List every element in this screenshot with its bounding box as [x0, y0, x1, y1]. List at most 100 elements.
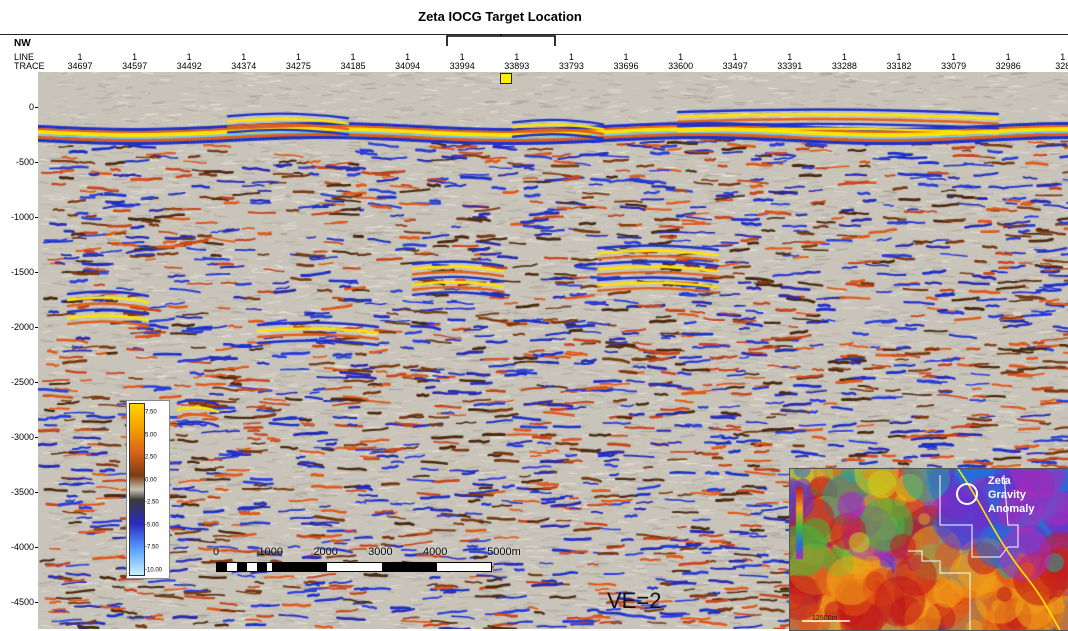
anomaly-label-line3: Anomaly [988, 503, 1035, 515]
trace-number: 34492 [176, 61, 202, 71]
trace-column: 1 33079 [929, 53, 979, 71]
scalebar-label: 4000 [422, 546, 448, 558]
trace-column: 1 33391 [765, 53, 815, 71]
colorbar-label: 7.50 [145, 409, 157, 416]
colorbar-label: -2.50 [145, 499, 159, 506]
depth-tick-label: -3000 [10, 432, 34, 442]
header-divider [0, 34, 1068, 35]
depth-tick-label: -2500 [10, 377, 34, 387]
line-number: 1 [132, 52, 138, 62]
trace-column: 1 33893 [492, 53, 542, 71]
line-number: 1 [77, 52, 83, 62]
gravity-map-canvas [790, 469, 1068, 630]
anomaly-label-line2: Gravity [988, 489, 1026, 501]
amplitude-colorbar: 7.50 5.00 2.50 0.00 -2.50 -5.00 -7.50 -10.00 [126, 400, 170, 579]
distance-scalebar [216, 562, 492, 572]
tenement-boundary-lower [908, 550, 971, 630]
trace-column: 1 34185 [328, 53, 378, 71]
depth-tick [35, 602, 38, 603]
colorbar-label: -7.50 [145, 544, 159, 551]
line-number: 1 [623, 52, 629, 62]
line-number: 1 [841, 52, 847, 62]
trace-number: 34697 [67, 61, 93, 71]
trace-column: 1 328 [1038, 53, 1068, 71]
trace-column: 1 33288 [819, 53, 869, 71]
seismic-line-trace [957, 469, 1061, 630]
line-number: 1 [568, 52, 574, 62]
scalebar-labels: 0 1000 2000 3000 4000 5000m [212, 546, 521, 560]
trace-column: 1 33793 [546, 53, 596, 71]
trace-number: 33696 [613, 61, 639, 71]
target-bracket [446, 34, 556, 46]
inset-overlay [802, 469, 1061, 630]
scalebar-label: 0 [212, 546, 220, 558]
trace-column: 1 33182 [874, 53, 924, 71]
trace-column: 1 34094 [383, 53, 433, 71]
line-number: 1 [186, 52, 192, 62]
scalebar-label: 1000 [258, 546, 284, 558]
trace-column: 1 32986 [983, 53, 1033, 71]
trace-number: 34374 [231, 61, 257, 71]
trace-number: 33793 [558, 61, 584, 71]
direction-label: NW [14, 38, 31, 49]
scalebar-segment [382, 563, 437, 571]
trace-column: 1 34697 [55, 53, 105, 71]
scalebar-segment [237, 563, 247, 571]
trace-number: 33994 [449, 61, 475, 71]
line-number: 1 [405, 52, 411, 62]
depth-tick-label: -4000 [10, 542, 34, 552]
depth-tick [35, 217, 38, 218]
line-number: 1 [350, 52, 356, 62]
depth-tick-label: -1500 [10, 267, 34, 277]
colorbar-label: -10.00 [145, 567, 163, 573]
line-number: 1 [732, 52, 738, 62]
trace-column: 1 33497 [710, 53, 760, 71]
line-number: 1 [241, 52, 247, 62]
colorbar-label: 2.50 [145, 454, 157, 461]
trace-column: 1 34275 [273, 53, 323, 71]
colorbar-label: 5.00 [145, 432, 157, 438]
trace-key-label: TRACE [14, 61, 45, 71]
depth-tick [35, 107, 38, 108]
target-location-marker [500, 73, 512, 84]
anomaly-label-line1: Zeta [988, 475, 1011, 487]
trace-column: 1 34492 [164, 53, 214, 71]
scalebar-label: 2000 [313, 546, 338, 558]
depth-tick-label: -1000 [10, 212, 34, 222]
trace-column: 1 33696 [601, 53, 651, 71]
inset-scale-label: 12500m [812, 615, 838, 622]
trace-column: 1 34597 [110, 53, 160, 71]
line-number: 1 [514, 52, 520, 62]
vertical-exaggeration-label: VE=2 [607, 588, 662, 613]
trace-column: 1 33994 [437, 53, 487, 71]
trace-number: 33182 [886, 61, 912, 71]
depth-axis: 0 -500 -1000 -1500 -2000 -2500 -3000 -3500 -4000… [0, 72, 38, 629]
depth-tick-label: -3500 [10, 487, 34, 497]
trace-number: 33391 [777, 61, 803, 71]
trace-number: 33497 [722, 61, 748, 71]
anomaly-label: Zeta Gravity Anomaly [988, 474, 1034, 516]
section-title: Zeta IOCG Target Location [418, 9, 582, 24]
tenement-boundary [939, 474, 1019, 558]
trace-number: 34275 [285, 61, 311, 71]
line-key-label: LINE [14, 52, 35, 62]
trace-number: 33600 [668, 61, 694, 71]
depth-tick [35, 547, 38, 548]
line-number: 1 [678, 52, 684, 62]
line-number: 1 [951, 52, 957, 62]
scalebar-label: 5000m [487, 546, 521, 558]
depth-tick-label: -500 [15, 157, 34, 167]
depth-tick-label: -4500 [10, 597, 34, 607]
line-number: 1 [787, 52, 793, 62]
line-number: 1 [896, 52, 902, 62]
trace-number: 34597 [122, 61, 148, 71]
trace-number: 32986 [995, 61, 1021, 71]
trace-number: 33288 [831, 61, 857, 71]
colorbar-label: -5.00 [145, 522, 159, 528]
depth-tick [35, 382, 38, 383]
trace-number: 328 [1055, 61, 1068, 71]
scalebar-segment [272, 563, 327, 571]
trace-column: 1 33600 [656, 53, 706, 71]
gravity-inset-map: Zeta Gravity Anomaly 12500m [789, 468, 1068, 631]
scalebar-segment [257, 563, 267, 571]
